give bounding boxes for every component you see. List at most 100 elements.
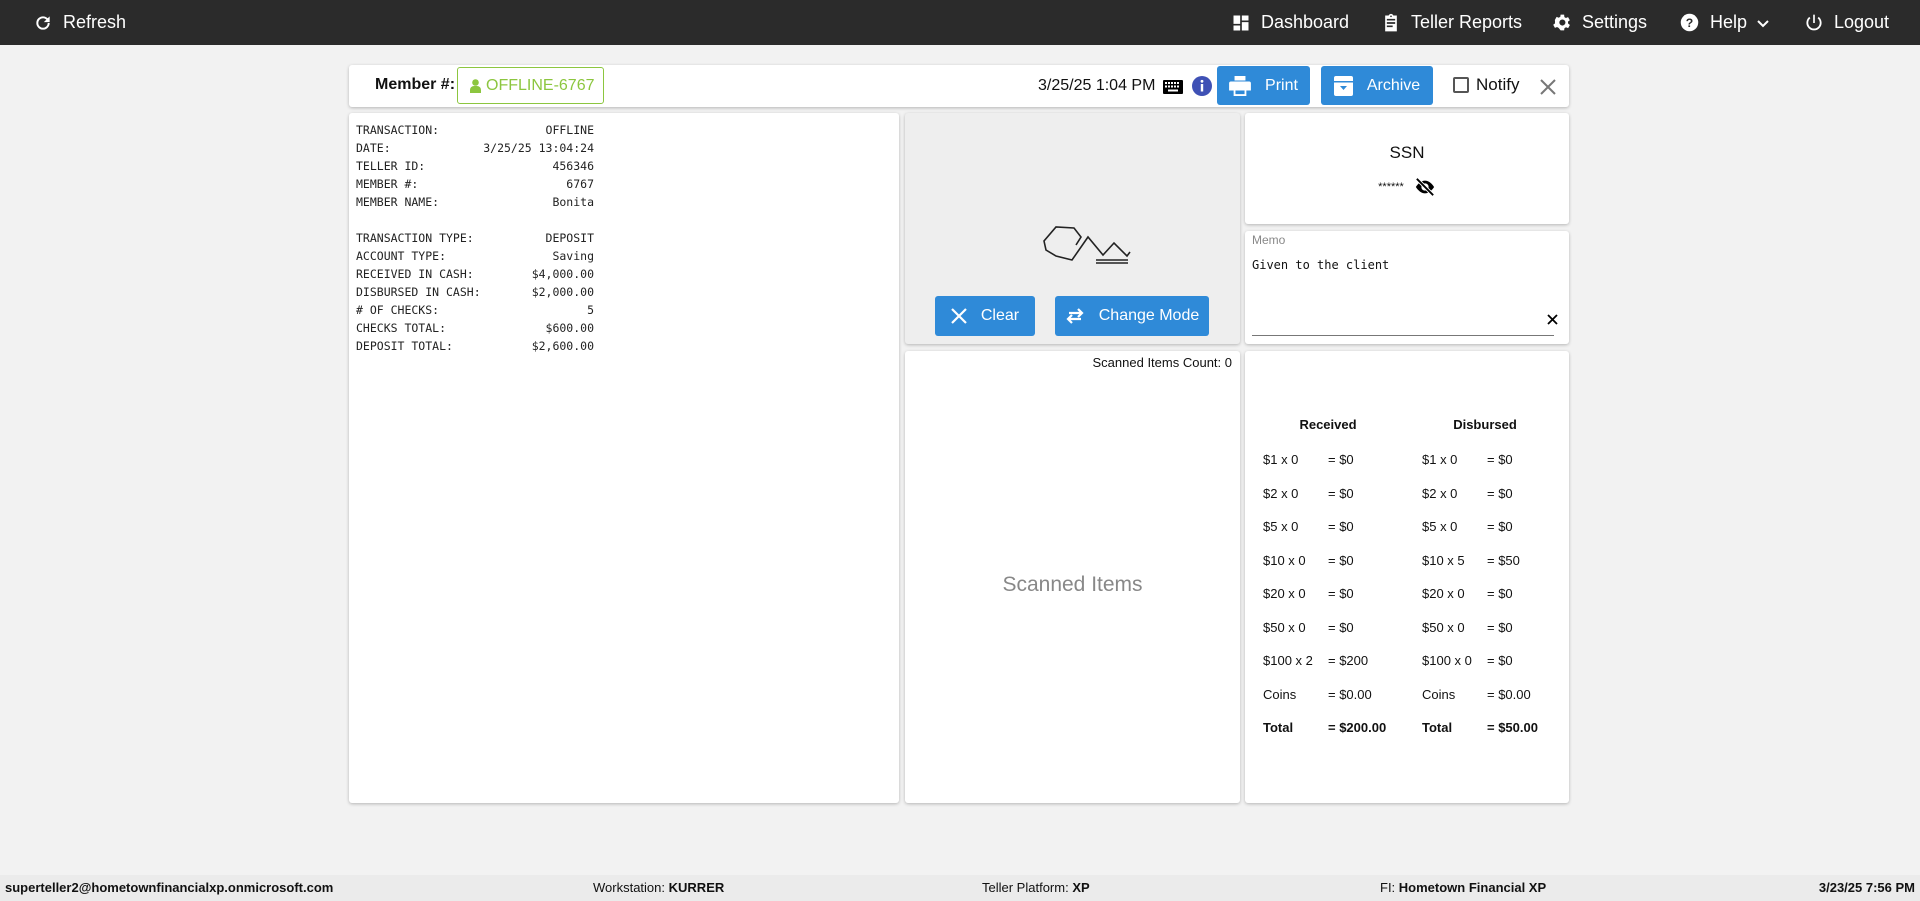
- nav-dashboard[interactable]: Dashboard: [1231, 0, 1349, 45]
- nav-help[interactable]: ? Help: [1679, 0, 1769, 45]
- receipt-row: CHECKS TOTAL: $600.00: [356, 319, 594, 337]
- clear-memo-icon[interactable]: [1547, 314, 1558, 325]
- nav-teller-reports[interactable]: Teller Reports: [1381, 0, 1522, 45]
- ssn-panel: SSN ******: [1245, 113, 1569, 224]
- member-label: Member #:: [375, 76, 456, 93]
- receipt-label: TRANSACTION:: [356, 123, 440, 137]
- received-header: Received: [1299, 417, 1357, 432]
- x-icon: [951, 308, 967, 324]
- keyboard-icon[interactable]: [1163, 80, 1183, 94]
- disbursed-amount: = $50: [1487, 552, 1520, 568]
- notify-checkbox[interactable]: Notify: [1453, 75, 1519, 95]
- receipt-panel: TRANSACTION: OFFLINE DATE: 3/25/25 13:04:24…: [349, 113, 899, 803]
- receipt-label: MEMBER #:: [356, 177, 419, 191]
- nav-settings[interactable]: Settings: [1551, 0, 1647, 45]
- help-icon: ?: [1680, 13, 1699, 32]
- disbursed-denomination: $2 x 0: [1422, 485, 1458, 501]
- receipt-label: DISBURSED IN CASH:: [356, 285, 481, 299]
- receipt-value: DEPOSIT: [545, 231, 594, 245]
- refresh-button[interactable]: Refresh: [33, 0, 126, 45]
- receipt-row: # OF CHECKS: 5: [356, 301, 594, 319]
- received-denomination: $20 x 0: [1263, 586, 1306, 601]
- receipt-value: OFFLINE: [545, 123, 594, 137]
- disbursed-amount: = $0: [1487, 452, 1513, 467]
- footer-user: superteller2@hometownfinancialxp.onmicro…: [5, 880, 334, 895]
- nav-logout[interactable]: Logout: [1804, 0, 1889, 45]
- transaction-datetime: 3/25/25 1:04 PM: [1038, 77, 1156, 94]
- member-number-field[interactable]: OFFLINE-6767: [457, 67, 604, 104]
- receipt-rows: TRANSACTION: OFFLINE DATE: 3/25/25 13:04:24…: [356, 121, 892, 355]
- memo-panel: Memo Given to the client: [1245, 231, 1569, 344]
- ssn-label: SSN: [1389, 143, 1425, 162]
- received-amount: = $0: [1328, 586, 1354, 601]
- disbursed-amount: = $0: [1487, 519, 1513, 534]
- receipt-label: DEPOSIT TOTAL:: [356, 339, 453, 353]
- receipt-label: DATE:: [356, 141, 391, 155]
- receipt-value: 3/25/25 13:04:24: [483, 141, 594, 155]
- received-denomination: Total: [1263, 720, 1294, 735]
- receipt-value: $2,000.00: [531, 285, 594, 299]
- receipt-value: 5: [587, 303, 594, 317]
- receipt-row: ACCOUNT TYPE: Saving: [356, 247, 594, 265]
- disbursed-amount: = $0: [1487, 653, 1513, 668]
- memo-label: Memo: [1252, 233, 1286, 247]
- printer-icon: [1229, 75, 1251, 96]
- clear-signature-button[interactable]: Clear: [935, 296, 1035, 336]
- dashboard-icon: [1233, 15, 1249, 30]
- disbursed-amount: = $50.00: [1487, 720, 1538, 735]
- disbursed-amount: = $0: [1487, 619, 1513, 635]
- receipt-row: TELLER ID: 456346: [356, 157, 594, 175]
- receipt-value: 6767: [566, 177, 594, 191]
- footer-platform: Teller Platform: XP: [982, 880, 1090, 895]
- disbursed-denomination: Coins: [1422, 686, 1456, 702]
- receipt-row: TRANSACTION TYPE: DEPOSIT: [356, 229, 594, 247]
- svg-text:?: ?: [1686, 16, 1693, 30]
- footer-workstation: Workstation: KURRER: [593, 880, 725, 895]
- disbursed-denomination: $20 x 0: [1422, 586, 1465, 601]
- change-mode-button[interactable]: Change Mode: [1055, 296, 1209, 336]
- received-denomination: $50 x 0: [1263, 619, 1306, 635]
- checkbox-box[interactable]: [1453, 77, 1469, 93]
- receipt-row: TRANSACTION: OFFLINE: [356, 121, 594, 139]
- archive-button[interactable]: Archive: [1321, 66, 1433, 105]
- received-amount: = $0: [1328, 519, 1354, 534]
- info-icon[interactable]: [1192, 76, 1212, 96]
- disbursed-header: Disbursed: [1453, 417, 1517, 432]
- receipt-label: CHECKS TOTAL:: [356, 321, 447, 335]
- receipt-row: DEPOSIT TOTAL: $2,600.00: [356, 337, 594, 355]
- gear-icon: [1553, 14, 1570, 31]
- footer-fi: FI: Hometown Financial XP: [1380, 880, 1547, 895]
- disbursed-denomination: $1 x 0: [1422, 452, 1458, 467]
- disbursed-denomination: $5 x 0: [1422, 519, 1458, 534]
- disbursed-amount: = $0: [1487, 586, 1513, 601]
- scanned-items-panel: Scanned Items Count: 0 Scanned Items: [905, 351, 1240, 803]
- receipt-row: MEMBER #: 6767: [356, 175, 594, 193]
- received-amount: = $0: [1328, 485, 1354, 501]
- receipt-label: TELLER ID:: [356, 159, 426, 173]
- clipboard-icon: [1385, 13, 1397, 31]
- receipt-label: ACCOUNT TYPE:: [356, 249, 447, 263]
- disbursed-denomination: $100 x 0: [1422, 653, 1472, 668]
- received-amount: = $0: [1328, 619, 1354, 635]
- receipt-label: TRANSACTION TYPE:: [356, 231, 474, 245]
- footer-datetime: 3/23/25 7:56 PM: [1818, 880, 1915, 895]
- signature-panel[interactable]: Clear Change Mode: [905, 113, 1240, 344]
- chevron-down-icon: [1757, 19, 1769, 27]
- memo-input[interactable]: Given to the client: [1252, 258, 1554, 336]
- receipt-value: Saving: [552, 249, 594, 263]
- received-amount: = $0.00: [1328, 686, 1372, 702]
- receipt-value: $2,600.00: [531, 339, 594, 353]
- received-denomination: $100 x 2: [1263, 653, 1313, 668]
- status-footer: superteller2@hometownfinancialxp.onmicro…: [0, 875, 1920, 901]
- signature-image: [1043, 226, 1131, 264]
- received-denomination: $2 x 0: [1263, 485, 1299, 501]
- power-icon: [1806, 14, 1822, 30]
- eye-slash-icon[interactable]: [1414, 177, 1436, 197]
- top-nav-bar: Refresh Dashboard Teller Reports Setting…: [0, 0, 1920, 45]
- received-denomination: Coins: [1263, 686, 1297, 702]
- archive-icon: [1333, 75, 1353, 96]
- print-button[interactable]: Print: [1217, 66, 1310, 105]
- receipt-row: DATE: 3/25/25 13:04:24: [356, 139, 594, 157]
- close-icon[interactable]: [1540, 79, 1556, 95]
- received-denomination: $1 x 0: [1263, 452, 1299, 467]
